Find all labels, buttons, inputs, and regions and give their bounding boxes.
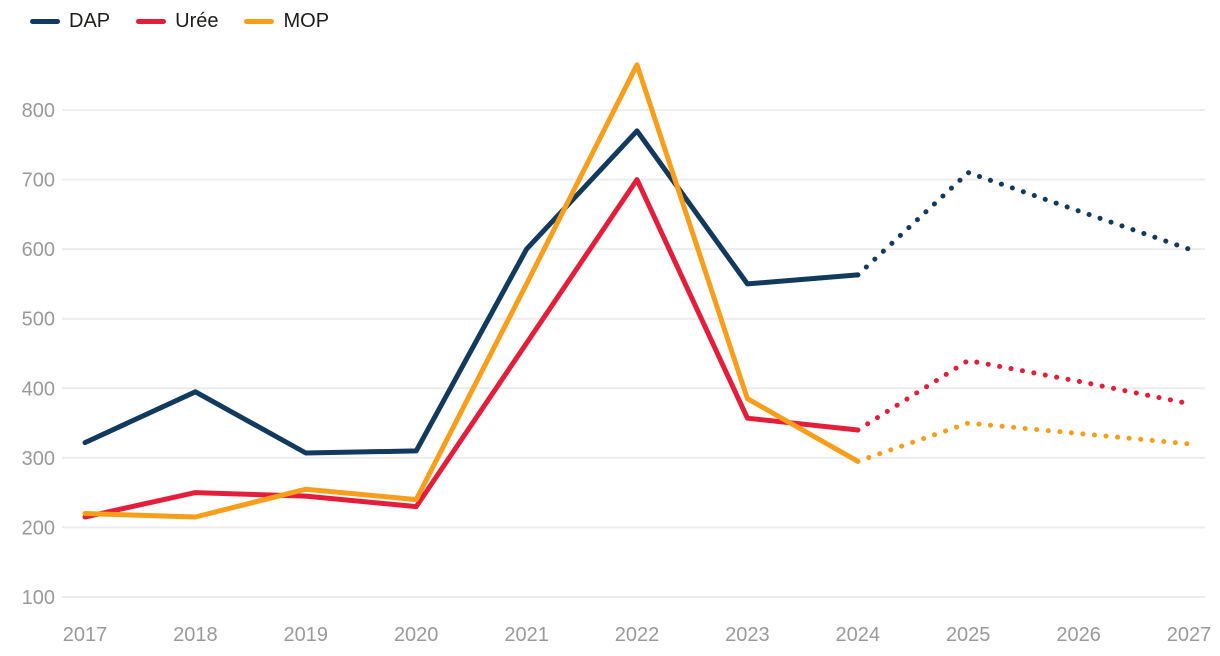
x-tick-label-2019: 2019 bbox=[284, 624, 329, 646]
y-tick-label-300: 300 bbox=[22, 448, 55, 470]
mop-line-swatch-icon bbox=[244, 18, 275, 24]
legend-label-mop: MOP bbox=[283, 10, 330, 32]
legend-label-dap: DAP bbox=[69, 10, 111, 32]
x-tick-label-2027: 2027 bbox=[1167, 624, 1212, 646]
series-line-mop bbox=[82, 62, 861, 520]
series-forecast-line-urée bbox=[855, 358, 1192, 433]
y-tick-label-400: 400 bbox=[22, 378, 55, 400]
y-tick-label-200: 200 bbox=[22, 517, 55, 539]
y-tick-label-800: 800 bbox=[22, 100, 55, 122]
series-line-urée bbox=[82, 177, 861, 520]
uree-line-swatch-icon bbox=[136, 18, 167, 24]
x-tick-label-2024: 2024 bbox=[836, 624, 881, 646]
x-tick-label-2020: 2020 bbox=[394, 624, 439, 646]
legend-label-uree: Urée bbox=[175, 10, 219, 32]
x-tick-label-2018: 2018 bbox=[173, 624, 218, 646]
y-tick-label-100: 100 bbox=[22, 587, 55, 609]
x-tick-label-2023: 2023 bbox=[725, 624, 770, 646]
legend-item-dap: DAP bbox=[30, 10, 110, 32]
y-tick-label-500: 500 bbox=[22, 309, 55, 331]
chart-legend: DAP Urée MOP bbox=[30, 10, 329, 32]
x-tick-label-2021: 2021 bbox=[504, 624, 549, 646]
legend-item-uree: Urée bbox=[136, 10, 218, 32]
x-tick-label-2022: 2022 bbox=[615, 624, 660, 646]
series-forecast-line-dap bbox=[855, 170, 1192, 278]
y-tick-label-700: 700 bbox=[22, 170, 55, 192]
x-tick-label-2017: 2017 bbox=[63, 624, 108, 646]
y-tick-label-600: 600 bbox=[22, 239, 55, 261]
series-forecast-line-mop bbox=[855, 420, 1192, 464]
dap-line-swatch-icon bbox=[30, 18, 60, 24]
x-tick-label-2025: 2025 bbox=[946, 624, 991, 646]
legend-item-mop: MOP bbox=[244, 10, 329, 32]
series-line-dap bbox=[82, 128, 861, 456]
x-tick-label-2026: 2026 bbox=[1056, 624, 1101, 646]
